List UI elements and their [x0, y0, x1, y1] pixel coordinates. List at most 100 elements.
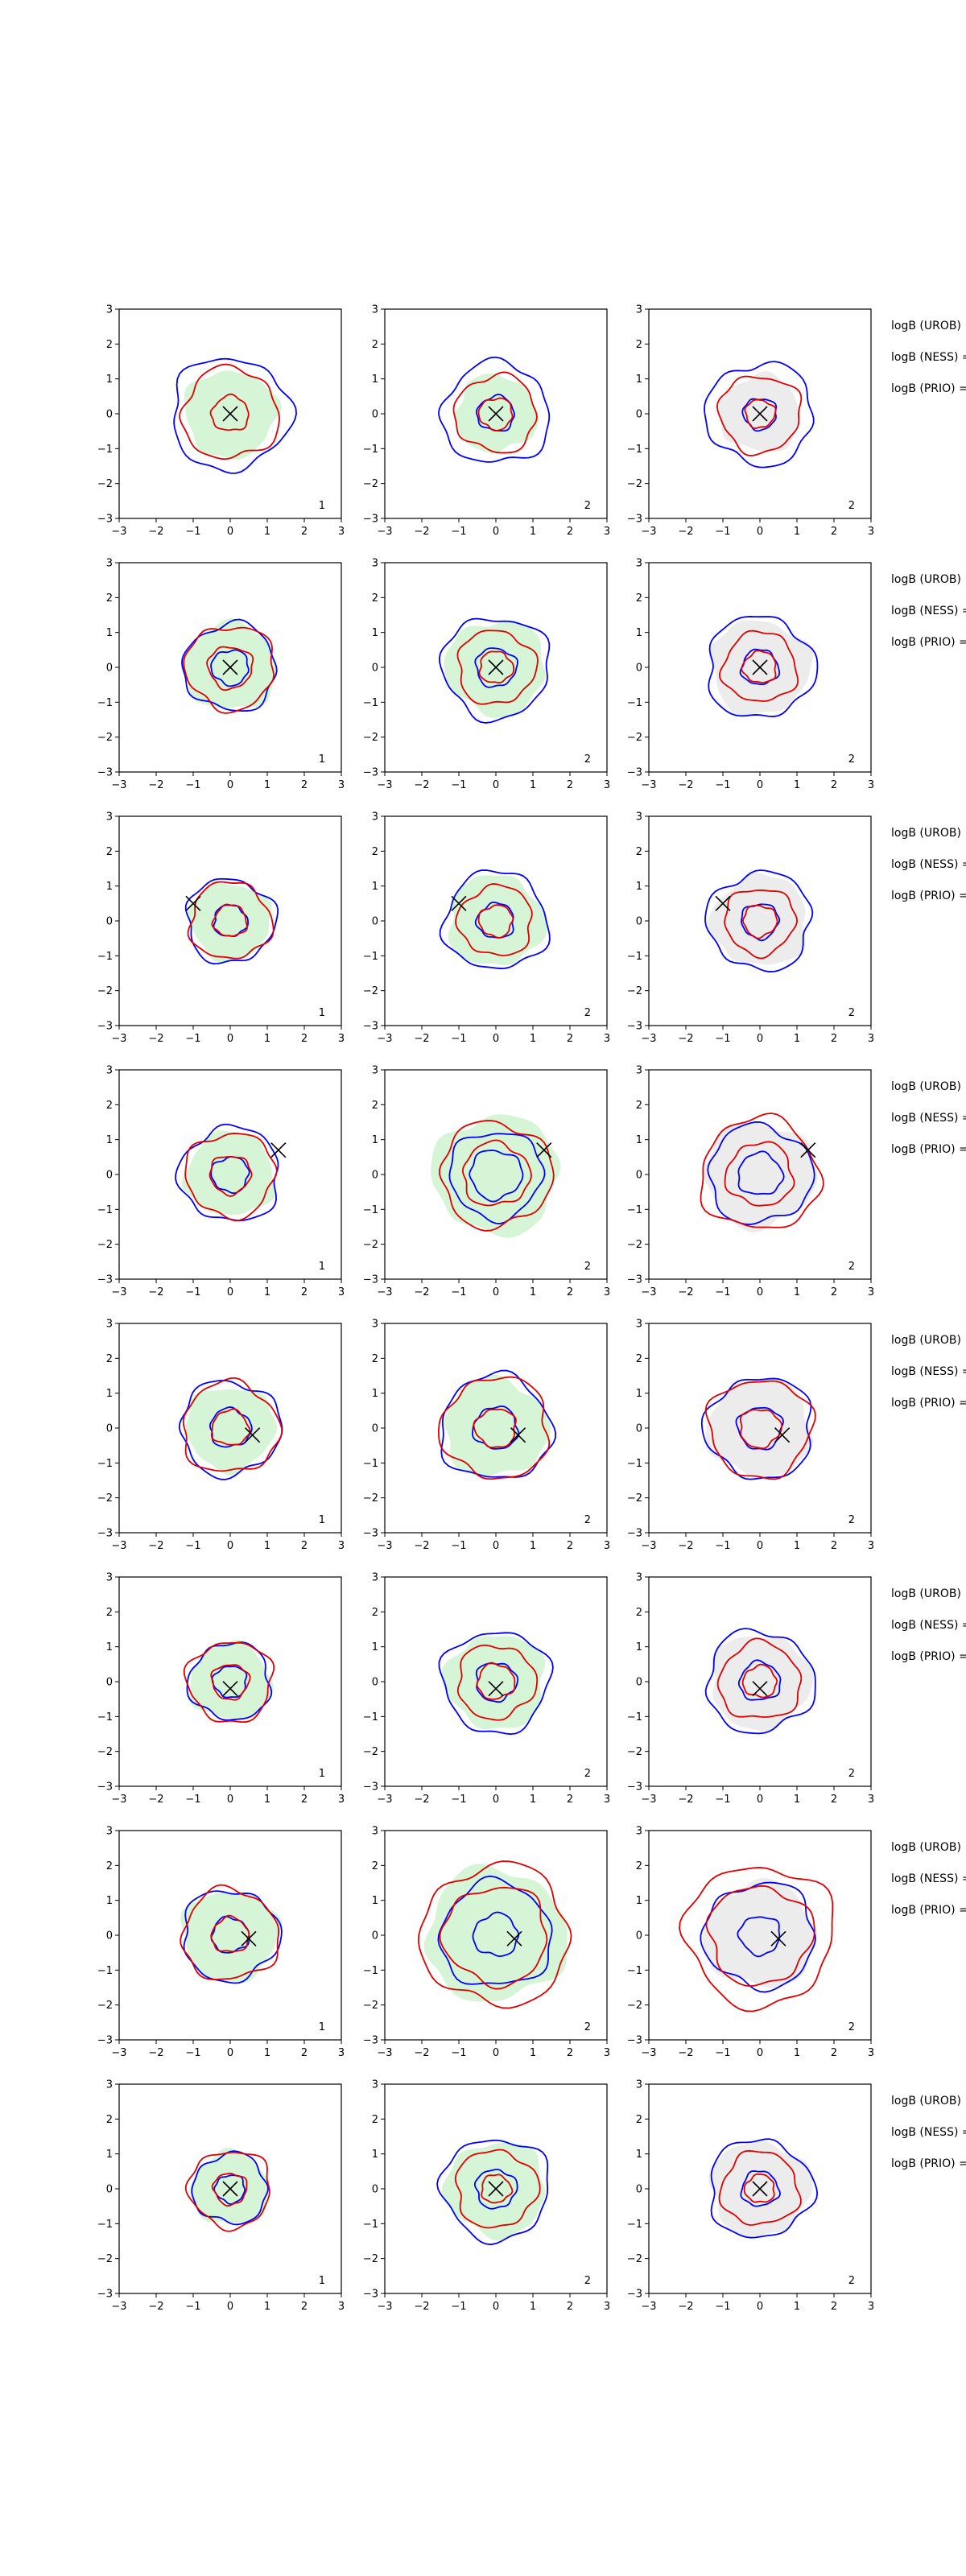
x-tick-label: 3 — [604, 1794, 610, 1806]
y-tick-label: −3 — [627, 1528, 642, 1540]
x-tick-label: −2 — [678, 1540, 693, 1552]
y-tick-label: −1 — [363, 444, 378, 456]
x-tick-label: 0 — [227, 779, 233, 791]
x-tick-label: −3 — [377, 1286, 392, 1298]
y-tick-label: −2 — [97, 2253, 113, 2265]
y-tick-label: 3 — [372, 304, 378, 316]
true-value-marker — [222, 406, 238, 422]
panel-label: 2 — [584, 753, 591, 766]
panel-label: 2 — [848, 1261, 855, 1273]
x-tick-label: 2 — [567, 2301, 573, 2313]
red-contour — [439, 1120, 555, 1232]
y-tick-label: −1 — [627, 1458, 642, 1470]
x-tick-label: 0 — [227, 1033, 233, 1045]
blue-contour — [737, 1659, 782, 1701]
panel-r7-c1: −3 −2 −1 0 1 2 3 −3 −2 −1 0 1 2 3 2 — [363, 2079, 610, 2314]
x-tick-label: 0 — [493, 1540, 499, 1552]
x-tick-label: 1 — [264, 779, 270, 791]
y-tick-label: 1 — [106, 1641, 113, 1653]
y-tick-label: 2 — [636, 1353, 642, 1365]
x-tick-label: −1 — [715, 2047, 730, 2059]
y-tick-label: −1 — [363, 1965, 378, 1977]
y-tick-label: −3 — [627, 1274, 642, 1286]
red-contour — [210, 1408, 251, 1446]
panel-label: 2 — [584, 2021, 591, 2033]
true-value-marker — [241, 1930, 257, 1946]
x-tick-label: 3 — [338, 1033, 345, 1045]
x-tick-label: −2 — [678, 1286, 693, 1298]
y-tick-label: 3 — [106, 1572, 113, 1584]
y-tick-label: −1 — [363, 951, 378, 963]
red-contour — [179, 363, 280, 460]
y-tick-label: −3 — [363, 2035, 378, 2047]
x-tick-label: −3 — [641, 779, 656, 791]
true-value-marker — [222, 1681, 238, 1697]
panel-label: 2 — [848, 1768, 855, 1780]
y-tick-label: 3 — [106, 2079, 113, 2091]
x-tick-label: −2 — [678, 526, 693, 538]
side-text-2: logB (PRIO) = — [891, 636, 966, 649]
panel-r0-c1: −3 −2 −1 0 1 2 3 −3 −2 −1 0 1 2 3 2 — [363, 304, 610, 539]
density-fill — [703, 1122, 818, 1233]
y-tick-label: 0 — [636, 1423, 642, 1435]
y-tick-label: 0 — [372, 916, 378, 928]
panel-r2-c2: −3 −2 −1 0 1 2 3 −3 −2 −1 0 1 2 3 2 — [627, 811, 874, 1046]
blue-contour — [436, 2139, 549, 2246]
x-tick-label: 3 — [868, 779, 874, 791]
true-value-marker — [488, 1681, 504, 1697]
red-contour — [182, 1377, 283, 1472]
density-fill — [705, 1377, 814, 1477]
x-tick-label: 1 — [264, 1540, 270, 1552]
y-tick-label: 0 — [106, 1677, 113, 1689]
y-tick-label: −1 — [627, 1204, 642, 1216]
y-tick-label: −2 — [363, 732, 378, 744]
x-tick-label: 2 — [831, 1033, 837, 1045]
y-tick-label: −2 — [363, 2253, 378, 2265]
panel-label: 2 — [848, 2275, 855, 2287]
blue-contour — [191, 2150, 269, 2226]
panel-label: 1 — [319, 753, 325, 766]
x-tick-label: 3 — [338, 526, 345, 538]
x-tick-label: 1 — [264, 1286, 270, 1298]
y-tick-label: −1 — [363, 1458, 378, 1470]
true-value-marker — [245, 1427, 261, 1443]
y-tick-label: 2 — [636, 2114, 642, 2126]
x-tick-label: −1 — [451, 779, 466, 791]
blue-contour — [438, 356, 551, 463]
y-tick-label: 2 — [372, 2114, 378, 2126]
y-tick-label: −1 — [363, 1204, 378, 1216]
y-tick-label: 1 — [636, 1895, 642, 1907]
x-tick-label: −1 — [185, 1033, 200, 1045]
y-tick-label: −1 — [97, 1965, 113, 1977]
x-tick-label: −3 — [641, 2047, 656, 2059]
blue-contour — [175, 1123, 279, 1222]
side-text-1: logB (NESS) = — [891, 1619, 966, 1632]
red-contour — [478, 650, 515, 683]
density-fill — [184, 370, 282, 460]
x-tick-label: 3 — [604, 1540, 610, 1552]
y-tick-label: 1 — [636, 2149, 642, 2161]
x-tick-label: −2 — [148, 2047, 163, 2059]
y-tick-label: 2 — [372, 1860, 378, 1872]
panel-label: 2 — [584, 1768, 591, 1780]
red-contour — [462, 1139, 532, 1207]
y-tick-label: −2 — [627, 1239, 642, 1251]
x-tick-label: −1 — [715, 779, 730, 791]
x-tick-label: −3 — [641, 2301, 656, 2313]
x-tick-label: −2 — [678, 1033, 693, 1045]
true-value-marker — [488, 659, 504, 675]
x-tick-label: −2 — [678, 2301, 693, 2313]
panel-r4-c0: −3 −2 −1 0 1 2 3 −3 −2 −1 0 1 2 3 1 — [97, 1319, 345, 1553]
y-tick-label: 1 — [106, 2149, 113, 2161]
y-tick-label: −1 — [363, 1711, 378, 1724]
y-tick-label: −3 — [627, 767, 642, 779]
x-tick-label: −3 — [111, 2047, 126, 2059]
y-tick-label: −2 — [627, 1492, 642, 1505]
y-tick-label: 0 — [372, 1423, 378, 1435]
y-tick-label: 0 — [372, 663, 378, 675]
y-tick-label: 3 — [636, 2079, 642, 2091]
x-tick-label: 1 — [794, 1033, 800, 1045]
y-tick-label: 0 — [106, 409, 113, 421]
y-tick-label: −1 — [97, 1458, 113, 1470]
x-tick-label: 1 — [264, 1033, 270, 1045]
